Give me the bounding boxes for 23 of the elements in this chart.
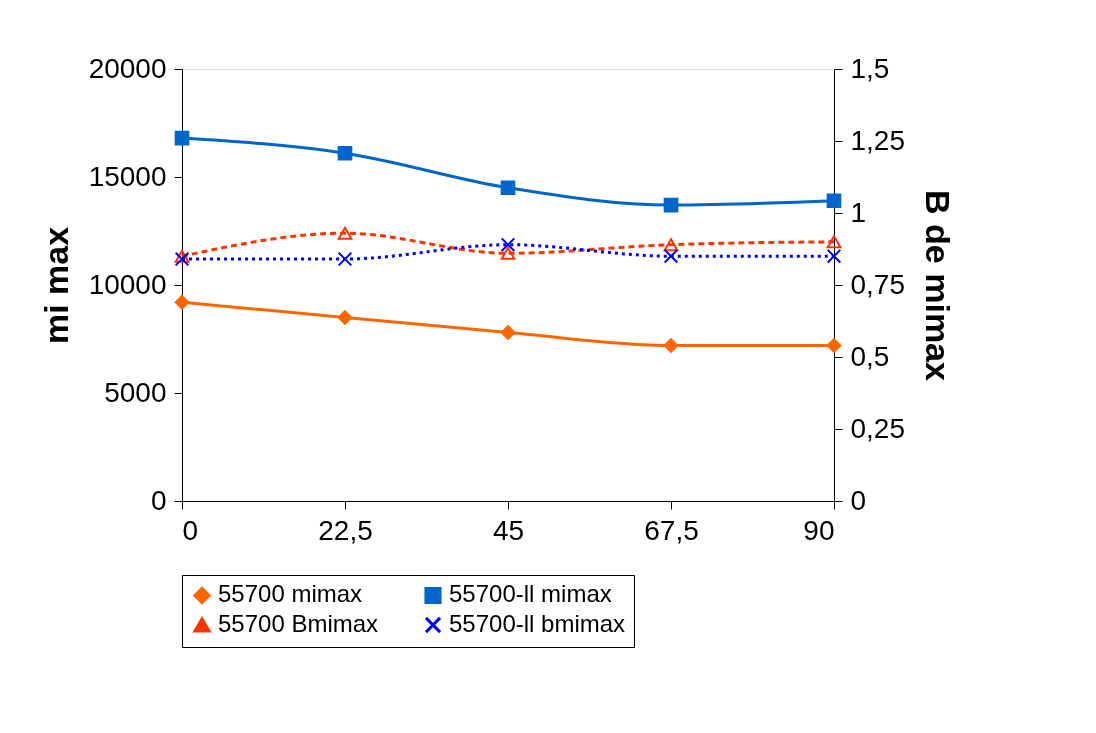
y-tick-label: 0	[150, 484, 167, 516]
x-tick-label: 45	[492, 514, 525, 546]
y-tick-label: 10000	[88, 268, 167, 300]
y2-tick-label: 0,5	[850, 340, 890, 372]
y-tick-label: 5000	[104, 376, 167, 408]
y2-tick-label: 1,25	[850, 124, 905, 156]
y-tick-label: 20000	[88, 52, 167, 84]
y2-tick-label: 0	[850, 484, 867, 516]
y-tick-label: 15000	[88, 160, 167, 192]
y2-tick-label: 1,5	[850, 52, 890, 84]
y-axis-title: mi max	[36, 226, 75, 345]
legend-label: 55700-ll mimax	[449, 580, 612, 608]
x-tick-label: 90	[803, 514, 835, 546]
legend-label: 55700 mimax	[218, 580, 363, 608]
y2-tick-label: 0,25	[850, 412, 905, 444]
y2-tick-label: 0,75	[850, 268, 905, 300]
legend-label: 55700-ll bmimax	[449, 610, 626, 637]
y2-tick-label: 1	[850, 196, 867, 228]
x-tick-label: 22,5	[318, 514, 373, 546]
legend-label: 55700 Bmimax	[218, 610, 379, 637]
y2-axis-title: B de mimax	[919, 190, 957, 382]
x-tick-label: 67,5	[644, 514, 699, 546]
x-tick-label: 0	[182, 514, 199, 546]
